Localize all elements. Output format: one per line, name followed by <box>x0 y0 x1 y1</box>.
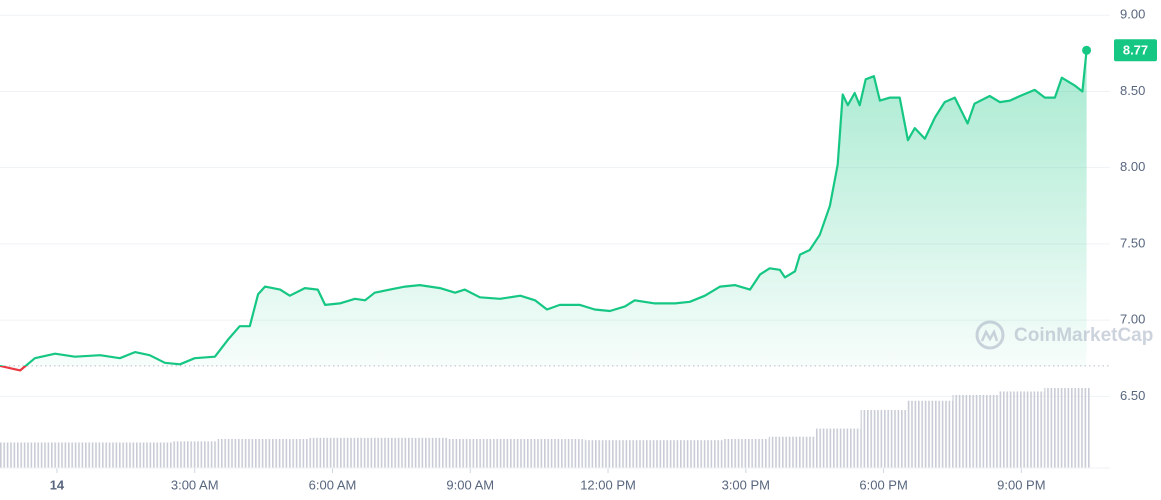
y-tick-label: 8.00 <box>1120 159 1145 174</box>
volume-bar <box>263 439 310 468</box>
x-tick-label: 3:00 AM <box>171 477 219 492</box>
volume-bar <box>1044 388 1091 468</box>
volume-bar <box>79 442 126 468</box>
volume-bar <box>906 400 953 468</box>
watermark-text: CoinMarketCap <box>1014 325 1153 346</box>
y-tick-label: 7.00 <box>1120 312 1145 327</box>
price-tag-label: 8.77 <box>1123 43 1148 58</box>
x-tick-label: 9:00 AM <box>446 477 494 492</box>
price-line <box>0 50 1088 372</box>
y-tick-label: 9.00 <box>1120 7 1145 22</box>
x-tick-label: 6:00 AM <box>309 477 357 492</box>
volume-bar <box>998 391 1045 468</box>
volume-bar <box>0 442 34 468</box>
y-tick-label: 6.50 <box>1120 388 1145 403</box>
watermark: CoinMarketCap <box>975 320 1153 350</box>
x-tick-label: 14 <box>50 477 65 492</box>
volume-bar <box>952 394 999 468</box>
volume-bar <box>355 437 402 468</box>
volume-bar <box>33 442 80 468</box>
volume-bar <box>401 437 448 468</box>
x-tick-label: 3:00 PM <box>722 477 770 492</box>
volume-bar <box>493 439 540 468</box>
price-tag <box>1114 39 1157 62</box>
volume-bar <box>860 410 907 468</box>
volume-bar <box>539 439 586 468</box>
last-point <box>1082 45 1092 55</box>
volume-bar <box>447 439 494 468</box>
volume-bar <box>676 440 723 468</box>
volume-bar <box>631 440 677 468</box>
volume-bar <box>309 437 356 468</box>
x-tick-label: 6:00 PM <box>859 477 907 492</box>
volume-bar <box>217 439 264 468</box>
volume-bar <box>171 441 218 468</box>
volume-bar <box>722 439 769 468</box>
y-tick-label: 8.50 <box>1120 83 1145 98</box>
x-tick-label: 12:00 PM <box>580 477 636 492</box>
volume-bar <box>585 440 632 468</box>
volume-bar <box>125 442 172 468</box>
volume-bar <box>768 436 815 468</box>
volume-bar <box>814 428 861 468</box>
x-tick-label: 9:00 PM <box>997 477 1045 492</box>
area-fill <box>0 50 1087 371</box>
y-tick-label: 7.50 <box>1120 235 1145 250</box>
